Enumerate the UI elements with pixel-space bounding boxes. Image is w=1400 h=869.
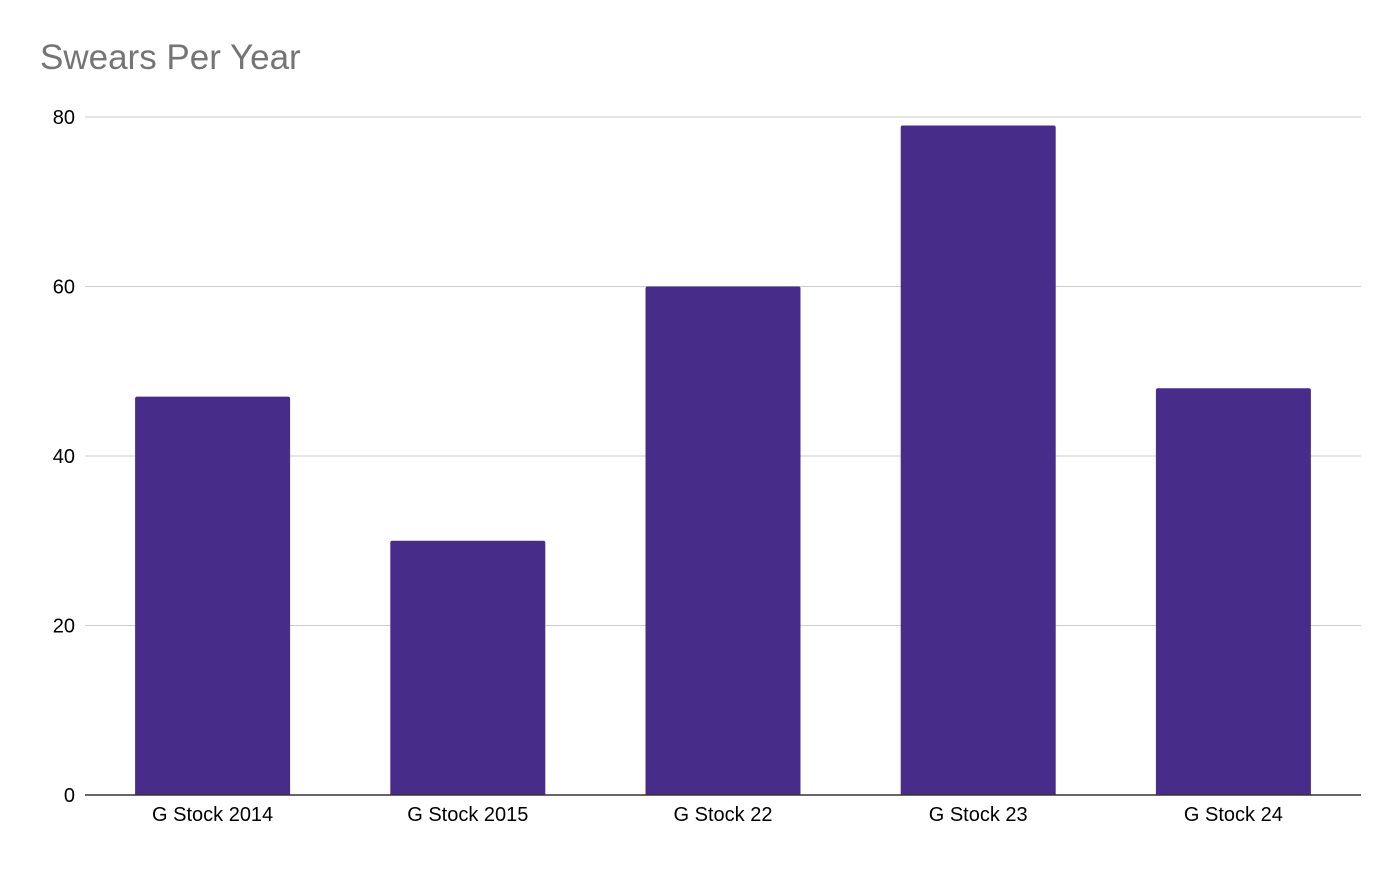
x-tick-label: G Stock 24 bbox=[1184, 804, 1283, 826]
x-axis-tick-labels: G Stock 2014 G Stock 2015 G Stock 22 G Stoc… bbox=[152, 804, 1283, 826]
bar bbox=[390, 540, 546, 795]
y-tick-label: 0 bbox=[64, 785, 75, 807]
y-tick-label: 20 bbox=[53, 616, 75, 638]
chart-title: Swears Per Year bbox=[40, 38, 301, 77]
bar bbox=[900, 125, 1056, 796]
x-tick-label: G Stock 22 bbox=[674, 804, 773, 826]
y-tick-label: 80 bbox=[53, 107, 75, 129]
y-tick-label: 40 bbox=[53, 446, 75, 468]
bar bbox=[135, 396, 291, 795]
y-tick-label: 60 bbox=[53, 277, 75, 299]
y-axis-tick-labels: 0 20 40 60 80 bbox=[53, 107, 75, 807]
x-tick-label: G Stock 2015 bbox=[407, 804, 528, 826]
bar bbox=[645, 286, 801, 795]
bars bbox=[135, 125, 1311, 796]
bar bbox=[1155, 388, 1311, 795]
x-tick-label: G Stock 23 bbox=[929, 804, 1028, 826]
x-tick-label: G Stock 2014 bbox=[152, 804, 273, 826]
